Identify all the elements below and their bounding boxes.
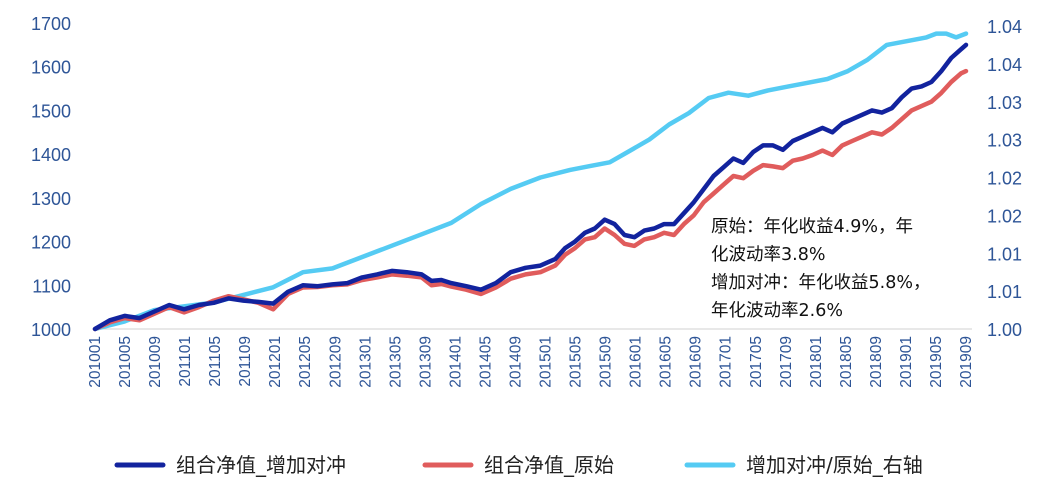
x-tick-label: 201209	[327, 336, 344, 388]
left-tick-label: 1400	[31, 145, 71, 165]
right-tick-label: 1.03	[987, 93, 1022, 113]
annotation-line: 年化波动率2.6%	[711, 301, 843, 321]
left-tick-label: 1500	[31, 101, 71, 121]
x-tick-label: 201505	[568, 336, 585, 388]
x-tick-label: 201309	[417, 336, 434, 388]
x-tick-label: 201009	[147, 336, 164, 388]
legend-label: 增加对冲/原始_右轴	[746, 453, 923, 477]
x-tick-label: 201401	[447, 336, 464, 388]
x-tick-label: 201001	[87, 336, 104, 388]
left-tick-label: 1300	[31, 189, 71, 209]
left-tick-label: 1700	[31, 14, 71, 34]
right-axis-ticks: 1.00 1.01 1.01 1.02 1.02 1.03 1.03 1.04 1.04	[987, 17, 1022, 340]
annotation-line: 化波动率3.8%	[711, 245, 825, 265]
annotation-background	[706, 206, 978, 328]
x-axis-ticks: 201001 201005 201009 201101 201105 201109 2012…	[87, 336, 975, 388]
left-tick-label: 1200	[31, 233, 71, 253]
x-tick-label: 201509	[598, 336, 615, 388]
left-tick-label: 1000	[31, 320, 71, 340]
x-tick-label: 201301	[357, 336, 374, 388]
x-tick-label: 201909	[958, 336, 975, 388]
annotation-line: 增加对冲：年化收益5.8%，	[711, 273, 930, 293]
right-tick-label: 1.04	[987, 17, 1022, 37]
right-tick-label: 1.00	[987, 320, 1022, 340]
x-tick-label: 201901	[898, 336, 915, 388]
x-tick-label: 201805	[838, 336, 855, 388]
right-tick-label: 1.01	[987, 282, 1022, 302]
series-line-0	[92, 42, 969, 332]
x-tick-label: 201005	[117, 336, 134, 388]
series-line-2	[92, 31, 969, 332]
right-tick-label: 1.03	[987, 131, 1022, 151]
annotation-line: 原始：年化收益4.9%，年	[711, 217, 913, 237]
x-tick-label: 201101	[177, 336, 194, 387]
legend-label: 组合净值_原始	[484, 453, 614, 477]
x-tick-label: 201601	[628, 336, 645, 388]
x-tick-label: 201801	[808, 336, 825, 388]
x-tick-label: 201905	[928, 336, 945, 388]
right-tick-label: 1.04	[987, 55, 1022, 75]
x-tick-label: 201305	[387, 336, 404, 388]
right-tick-label: 1.01	[987, 244, 1022, 264]
x-tick-label: 201409	[507, 336, 524, 388]
left-tick-label: 1600	[31, 58, 71, 78]
x-tick-label: 201201	[267, 336, 284, 388]
x-tick-label: 201701	[718, 336, 735, 388]
series-lines	[92, 31, 969, 332]
legend-label: 组合净值_增加对冲	[176, 453, 346, 477]
x-tick-label: 201609	[688, 336, 705, 388]
x-tick-label: 201605	[658, 336, 675, 388]
right-tick-label: 1.02	[987, 169, 1022, 189]
right-tick-label: 1.02	[987, 206, 1022, 226]
x-tick-label: 201405	[477, 336, 494, 388]
left-axis-ticks: 1000 1100 1200 1300 1400 1500 1600 1700	[31, 14, 71, 340]
x-tick-label: 201705	[748, 336, 765, 388]
x-tick-label: 201501	[538, 336, 555, 388]
x-tick-label: 201709	[778, 336, 795, 388]
x-tick-label: 201809	[868, 336, 885, 388]
series-line-1	[92, 68, 969, 332]
x-tick-label: 201109	[237, 336, 254, 387]
x-tick-label: 201205	[297, 336, 314, 388]
legend: 组合净值_增加对冲 组合净值_原始 增加对冲/原始_右轴	[114, 453, 923, 477]
left-tick-label: 1100	[32, 276, 71, 296]
x-tick-label: 201105	[207, 336, 224, 387]
